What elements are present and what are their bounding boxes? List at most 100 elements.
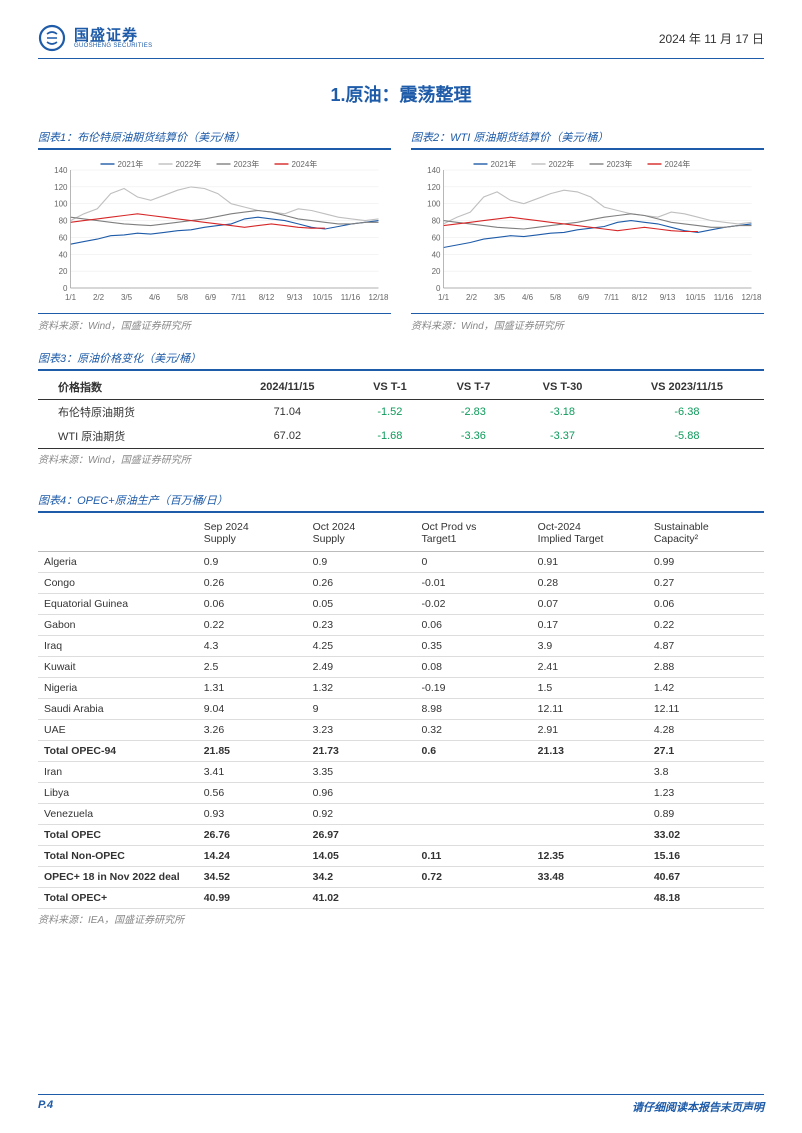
table-cell: 2.5 — [198, 657, 307, 678]
table-cell: Saudi Arabia — [38, 699, 198, 720]
table-cell: -0.02 — [416, 594, 532, 615]
table4: Sep 2024SupplyOct 2024SupplyOct Prod vsT… — [38, 517, 764, 909]
table-cell: OPEC+ 18 in Nov 2022 deal — [38, 867, 198, 888]
svg-text:9/13: 9/13 — [287, 293, 303, 302]
svg-text:80: 80 — [432, 217, 441, 226]
table-row: Algeria0.90.900.910.99 — [38, 552, 764, 573]
svg-text:2022年: 2022年 — [549, 159, 575, 169]
brand-en: GUOSHENG SECURITIES — [74, 43, 152, 49]
table-cell — [532, 825, 648, 846]
table-cell: Total OPEC-94 — [38, 741, 198, 762]
svg-text:12/18: 12/18 — [741, 293, 762, 302]
chart-wti-source: 资料来源：Wind，国盛证券研究所 — [411, 313, 764, 332]
table-cell: 0.08 — [416, 657, 532, 678]
chart-brent-title: 图表1：布伦特原油期货结算价（美元/桶） — [38, 129, 391, 150]
svg-text:20: 20 — [59, 267, 68, 276]
table-row: Congo0.260.26-0.010.280.27 — [38, 573, 764, 594]
table-cell: 2.49 — [307, 657, 416, 678]
table-cell — [532, 762, 648, 783]
svg-text:2023年: 2023年 — [607, 159, 633, 169]
table-cell: -0.01 — [416, 573, 532, 594]
table-cell: 0.32 — [416, 720, 532, 741]
svg-text:6/9: 6/9 — [578, 293, 590, 302]
table-cell: Kuwait — [38, 657, 198, 678]
table-cell: -3.37 — [515, 424, 610, 449]
table4-source: 资料来源：IEA，国盛证券研究所 — [38, 911, 764, 926]
svg-text:8/12: 8/12 — [632, 293, 648, 302]
table-cell: 0.07 — [532, 594, 648, 615]
table-row: WTI 原油期货67.02-1.68-3.36-3.37-5.88 — [38, 424, 764, 449]
chart-wti-title: 图表2：WTI 原油期货结算价（美元/桶） — [411, 129, 764, 150]
table-cell: 15.16 — [648, 846, 764, 867]
table-row: UAE3.263.230.322.914.28 — [38, 720, 764, 741]
table3: 价格指数2024/11/15VS T-1VS T-7VS T-30VS 2023… — [38, 375, 764, 449]
table-cell: 71.04 — [227, 400, 349, 425]
table3-source: 资料来源：Wind，国盛证券研究所 — [38, 451, 764, 466]
report-date: 2024 年 11 月 17 日 — [659, 30, 764, 47]
svg-text:12/18: 12/18 — [368, 293, 389, 302]
svg-text:8/12: 8/12 — [259, 293, 275, 302]
table4-header — [38, 517, 198, 552]
table-cell: 67.02 — [227, 424, 349, 449]
svg-text:0: 0 — [436, 284, 441, 293]
table3-header: 价格指数 — [38, 375, 227, 400]
table4-header: Oct 2024Supply — [307, 517, 416, 552]
table-row: Saudi Arabia9.0498.9812.1112.11 — [38, 699, 764, 720]
table-row: Iraq4.34.250.353.94.87 — [38, 636, 764, 657]
table-cell: 41.02 — [307, 888, 416, 909]
table-cell: 1.5 — [532, 678, 648, 699]
svg-text:60: 60 — [432, 233, 441, 242]
table-cell: 3.41 — [198, 762, 307, 783]
table-cell: 40.99 — [198, 888, 307, 909]
table-cell: 3.26 — [198, 720, 307, 741]
table-cell: -3.18 — [515, 400, 610, 425]
svg-text:2024年: 2024年 — [665, 159, 691, 169]
table-cell: 0.92 — [307, 804, 416, 825]
table-cell: 3.8 — [648, 762, 764, 783]
chart-wti-svg: 0204060801001201402021年2022年2023年2024年1/… — [411, 156, 764, 306]
svg-text:140: 140 — [54, 166, 68, 175]
svg-text:100: 100 — [54, 200, 68, 209]
table-cell: Algeria — [38, 552, 198, 573]
table3-header: VS T-7 — [432, 375, 516, 400]
chart-brent-source: 资料来源：Wind，国盛证券研究所 — [38, 313, 391, 332]
svg-text:60: 60 — [59, 233, 68, 242]
table-cell: 0.06 — [416, 615, 532, 636]
table-cell: 0.28 — [532, 573, 648, 594]
table-cell: 4.87 — [648, 636, 764, 657]
svg-text:2022年: 2022年 — [176, 159, 202, 169]
table-cell: 40.67 — [648, 867, 764, 888]
table-cell: Gabon — [38, 615, 198, 636]
table-cell: 21.85 — [198, 741, 307, 762]
table-cell: -6.38 — [610, 400, 764, 425]
svg-text:2024年: 2024年 — [292, 159, 318, 169]
svg-text:5/8: 5/8 — [177, 293, 189, 302]
table-cell: 3.23 — [307, 720, 416, 741]
table4-header: Oct Prod vsTarget1 — [416, 517, 532, 552]
table-cell: Congo — [38, 573, 198, 594]
table-cell: 3.35 — [307, 762, 416, 783]
svg-text:40: 40 — [59, 250, 68, 259]
table-cell: Iraq — [38, 636, 198, 657]
table-cell: 0.72 — [416, 867, 532, 888]
table-cell: 33.48 — [532, 867, 648, 888]
table-cell: 8.98 — [416, 699, 532, 720]
table-cell: 12.11 — [532, 699, 648, 720]
table-cell: -1.68 — [348, 424, 432, 449]
svg-text:80: 80 — [59, 217, 68, 226]
svg-text:5/8: 5/8 — [550, 293, 562, 302]
table-cell: 0.11 — [416, 846, 532, 867]
table-cell — [416, 783, 532, 804]
table-row: Iran3.413.353.8 — [38, 762, 764, 783]
svg-text:40: 40 — [432, 250, 441, 259]
table-row: Equatorial Guinea0.060.05-0.020.070.06 — [38, 594, 764, 615]
table-cell — [416, 804, 532, 825]
table-row: Gabon0.220.230.060.170.22 — [38, 615, 764, 636]
table-cell: 0.93 — [198, 804, 307, 825]
table-cell: 1.32 — [307, 678, 416, 699]
table-cell: Total OPEC+ — [38, 888, 198, 909]
table-cell — [532, 804, 648, 825]
table-row: Total Non-OPEC14.2414.050.1112.3515.16 — [38, 846, 764, 867]
table-row: Total OPEC26.7626.9733.02 — [38, 825, 764, 846]
table3-header: VS T-30 — [515, 375, 610, 400]
